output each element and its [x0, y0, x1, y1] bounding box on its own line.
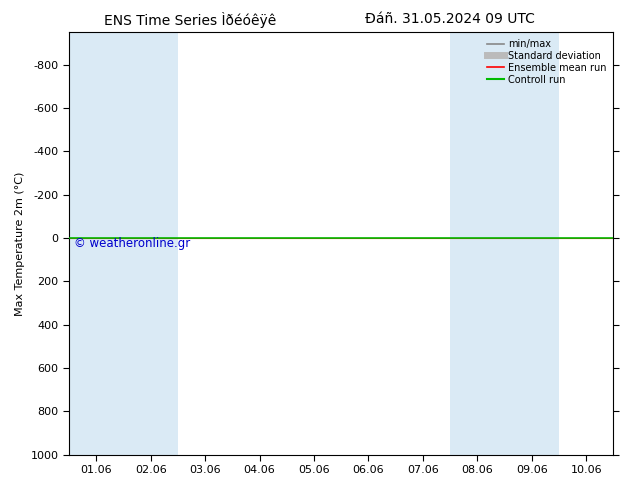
Text: © weatheronline.gr: © weatheronline.gr [74, 237, 191, 250]
Bar [69, 32, 124, 455]
Y-axis label: Max Temperature 2m (°C): Max Temperature 2m (°C) [15, 171, 25, 316]
Legend: min/max, Standard deviation, Ensemble mean run, Controll run: min/max, Standard deviation, Ensemble me… [485, 37, 609, 87]
Bar [450, 32, 505, 455]
Bar [124, 32, 178, 455]
Text: Đáñ. 31.05.2024 09 UTC: Đáñ. 31.05.2024 09 UTC [365, 12, 535, 26]
Text: ENS Time Series Ìðéóêÿê: ENS Time Series Ìðéóêÿê [104, 12, 276, 28]
Bar [505, 32, 559, 455]
